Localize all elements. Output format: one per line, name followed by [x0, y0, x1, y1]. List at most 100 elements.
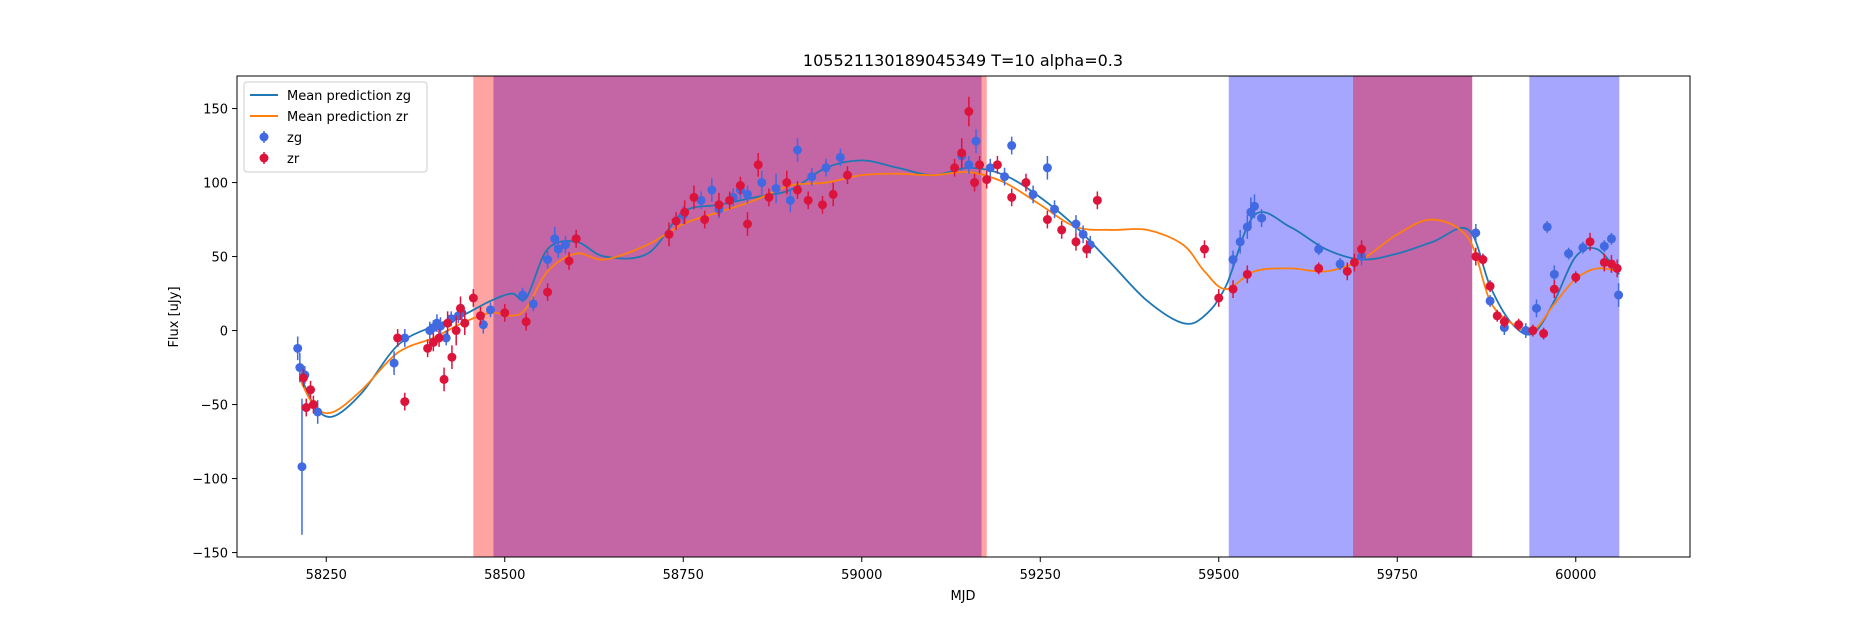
- data-point-zg: [807, 172, 817, 182]
- data-point-zr: [301, 403, 311, 413]
- data-point-zr: [308, 400, 318, 410]
- data-point-zg: [1531, 303, 1541, 313]
- data-point-zg: [293, 343, 303, 353]
- data-point-zr: [475, 311, 485, 321]
- band-red-2: [981, 76, 987, 557]
- data-point-zr: [743, 219, 753, 229]
- data-point-zg: [757, 178, 767, 188]
- legend-label: Mean prediction zg: [287, 89, 411, 104]
- data-point-zg: [964, 160, 974, 170]
- data-point-zr: [782, 178, 792, 188]
- data-point-zg: [1549, 269, 1559, 279]
- data-point-zr: [298, 373, 308, 383]
- data-point-zg: [1242, 222, 1252, 232]
- data-point-zg: [528, 299, 538, 309]
- y-tick-label: 100: [203, 177, 228, 192]
- data-point-zr: [982, 175, 992, 185]
- legend-label: zg: [287, 131, 302, 146]
- data-point-zr: [1549, 284, 1559, 294]
- band-blue-3: [1228, 76, 1353, 557]
- data-point-zr: [1214, 293, 1224, 303]
- legend-box: [243, 81, 428, 173]
- data-point-zg: [1564, 249, 1574, 259]
- data-point-zr: [964, 107, 974, 117]
- data-point-zr: [957, 148, 967, 158]
- data-point-zg: [1335, 259, 1345, 269]
- data-point-zr: [725, 195, 735, 205]
- x-tick-label: 59250: [1020, 568, 1061, 583]
- data-point-zr: [764, 192, 774, 202]
- data-point-zg: [297, 462, 307, 472]
- legend-point-swatch: [259, 153, 269, 163]
- data-point-zg: [1314, 244, 1324, 254]
- data-point-zg: [1235, 237, 1245, 247]
- y-axis: −150 −100 −50 0 50 100 150: [192, 103, 237, 562]
- data-point-zg: [707, 185, 717, 195]
- data-point-zg: [518, 290, 528, 300]
- data-point-zr: [1199, 244, 1209, 254]
- data-point-zr: [423, 343, 433, 353]
- data-point-zr: [1092, 195, 1102, 205]
- data-point-zr: [306, 385, 316, 395]
- x-tick-label: 60000: [1555, 568, 1596, 583]
- data-point-zg: [1578, 243, 1588, 253]
- data-point-zg: [1042, 163, 1052, 173]
- data-point-zr: [1071, 237, 1081, 247]
- data-point-zg: [313, 407, 323, 417]
- band-overlap-1: [493, 76, 982, 557]
- data-point-zr: [680, 207, 690, 217]
- data-point-zr: [1471, 252, 1481, 262]
- legend-label: zr: [287, 152, 300, 167]
- data-point-zr: [447, 352, 457, 362]
- data-point-zg: [1078, 229, 1088, 239]
- data-point-zg: [696, 195, 706, 205]
- data-point-zr: [1499, 317, 1509, 327]
- data-point-zg: [543, 255, 553, 265]
- data-point-zr: [689, 192, 699, 202]
- data-point-zr: [1478, 255, 1488, 265]
- x-tick-label: 58500: [484, 568, 525, 583]
- y-tick-label: 0: [220, 325, 228, 340]
- data-point-zg: [1521, 326, 1531, 336]
- data-point-zr: [443, 318, 453, 328]
- legend-point-swatch: [259, 132, 269, 142]
- data-point-zg: [550, 234, 560, 244]
- data-point-zg: [835, 152, 845, 162]
- data-point-zr: [842, 170, 852, 180]
- data-point-zr: [1612, 263, 1622, 273]
- data-point-zr: [521, 317, 531, 327]
- data-point-zr: [828, 189, 838, 199]
- data-point-zg: [485, 305, 495, 315]
- data-point-zg: [1071, 219, 1081, 229]
- data-point-zr: [400, 397, 410, 407]
- data-point-zr: [1349, 257, 1359, 267]
- data-point-zr: [1539, 329, 1549, 339]
- data-point-zr: [439, 374, 449, 384]
- y-axis-label: Flux [uJy]: [167, 286, 182, 347]
- data-point-zr: [571, 234, 581, 244]
- data-point-zg: [971, 136, 981, 146]
- data-point-zr: [1228, 284, 1238, 294]
- y-tick-label: 50: [211, 251, 228, 266]
- data-point-zg: [1606, 234, 1616, 244]
- data-point-zr: [1007, 192, 1017, 202]
- data-point-zr: [714, 200, 724, 210]
- data-point-zg: [1000, 172, 1010, 182]
- data-point-zr: [664, 229, 674, 239]
- legend-label: Mean prediction zr: [287, 110, 409, 125]
- data-point-zr: [970, 178, 980, 188]
- data-point-zr: [543, 287, 553, 297]
- data-point-zr: [1057, 225, 1067, 235]
- band-overlap-4: [1352, 76, 1473, 557]
- data-point-zg: [785, 195, 795, 205]
- data-point-zr: [500, 308, 510, 318]
- chart-title: 105521130189045349 T=10 alpha=0.3: [803, 51, 1123, 70]
- x-tick-label: 59000: [841, 568, 882, 583]
- data-point-zr: [455, 303, 465, 313]
- x-axis: 58250 58500 58750 59000 59250 59500 59750 60000: [306, 557, 1596, 583]
- data-point-zr: [393, 333, 403, 343]
- data-points: [293, 96, 1624, 535]
- data-point-zg: [389, 358, 399, 368]
- data-point-zg: [1599, 241, 1609, 251]
